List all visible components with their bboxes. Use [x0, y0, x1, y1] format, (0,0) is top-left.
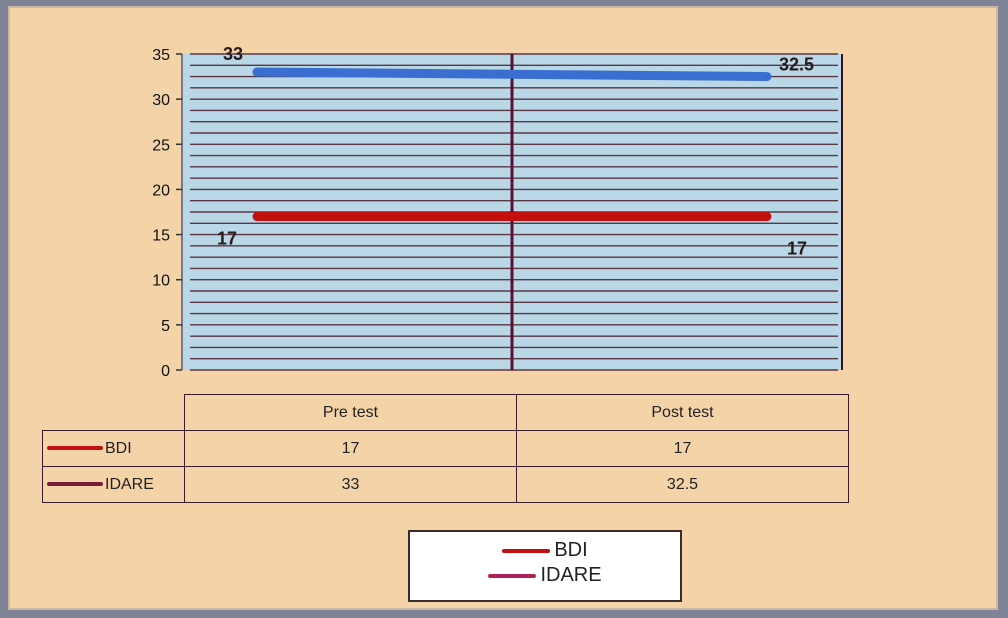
- series-line-idare: [252, 67, 772, 82]
- y-tick-label: 10: [152, 273, 170, 290]
- table-cell: 17: [184, 430, 517, 467]
- data-table: Pre test Post test BDI 17 17 IDARE 33 32…: [42, 394, 849, 503]
- legend-label: BDI: [554, 539, 588, 561]
- table-header-post: Post test: [516, 394, 849, 431]
- idare-key-line: [47, 482, 103, 487]
- legend-item-bdi: BDI: [410, 538, 680, 563]
- y-tick-label: 35: [152, 47, 170, 64]
- table-row-label: BDI: [105, 439, 132, 457]
- data-label: 32.5: [779, 55, 814, 75]
- bdi-key-line: [47, 446, 103, 451]
- data-point: [253, 68, 261, 77]
- chart-svg: 0 5 10 15 20 25 30 35 17 17 33 32.5: [152, 44, 843, 380]
- table-row: BDI 17 17: [42, 430, 849, 467]
- table-corner-cell: [42, 394, 185, 431]
- data-label: 33: [223, 44, 243, 64]
- table-header-row: Pre test Post test: [42, 394, 849, 431]
- table-cell: 33: [184, 466, 517, 503]
- y-tick-label: 15: [152, 228, 170, 245]
- data-label: 17: [217, 229, 237, 249]
- data-point: [763, 212, 771, 221]
- data-point: [763, 72, 771, 81]
- table-row-header: IDARE: [42, 466, 185, 503]
- table-row-label: IDARE: [105, 475, 154, 493]
- chart-legend: BDI IDARE: [408, 530, 682, 602]
- y-tick-label: 25: [152, 137, 170, 154]
- legend-key-bdi: [502, 548, 551, 553]
- data-point: [253, 212, 261, 221]
- table-cell: 17: [516, 430, 849, 467]
- table-header-pre: Pre test: [184, 394, 517, 431]
- legend-key-idare: [488, 573, 537, 578]
- y-tick-label: 0: [161, 363, 170, 380]
- legend-item-idare: IDARE: [410, 563, 680, 588]
- legend-label: IDARE: [540, 564, 602, 586]
- y-tick-label: 20: [152, 182, 170, 199]
- y-tick-label: 30: [152, 92, 170, 109]
- table-row: IDARE 33 32.5: [42, 466, 849, 503]
- table-cell: 32.5: [516, 466, 849, 503]
- chart-frame: 0 5 10 15 20 25 30 35 17 17 33 32.5 Pre test Post t…: [8, 6, 998, 610]
- data-label: 17: [787, 239, 807, 259]
- y-tick-label: 5: [161, 318, 170, 335]
- table-row-header: BDI: [42, 430, 185, 467]
